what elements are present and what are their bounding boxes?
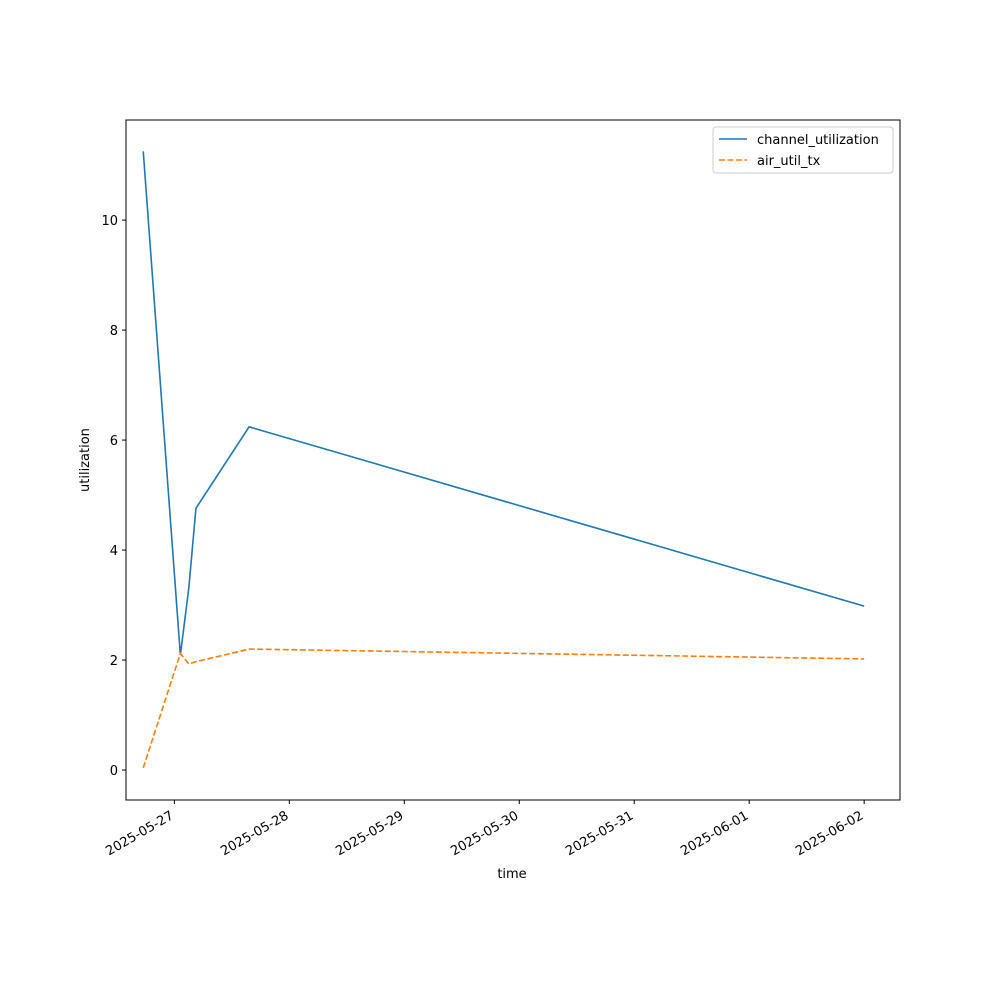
y-tick-label: 6 — [110, 434, 118, 449]
legend-label: air_util_tx — [757, 154, 821, 169]
x-tick-label: 2025-05-30 — [448, 808, 521, 859]
y-tick-label: 4 — [110, 544, 118, 559]
x-tick-label: 2025-05-29 — [333, 808, 406, 859]
y-axis-label: utilization — [78, 428, 93, 492]
line-series — [142, 151, 865, 656]
x-tick-label: 2025-05-28 — [218, 808, 291, 859]
y-tick-label: 2 — [110, 654, 118, 669]
plot-frame — [125, 119, 901, 801]
y-tick-label: 8 — [110, 324, 118, 339]
y-tick-label: 0 — [110, 764, 118, 779]
x-tick-label: 2025-06-02 — [793, 808, 866, 859]
x-tick-label: 2025-05-31 — [563, 808, 636, 859]
x-tick-label: 2025-06-01 — [678, 808, 751, 859]
x-tick-label: 2025-05-27 — [103, 808, 176, 859]
legend-box — [712, 126, 894, 174]
line-series — [142, 648, 865, 769]
y-tick-label: 10 — [101, 214, 118, 229]
legend-label: channel_utilization — [757, 133, 879, 148]
x-axis-label: time — [497, 867, 526, 882]
